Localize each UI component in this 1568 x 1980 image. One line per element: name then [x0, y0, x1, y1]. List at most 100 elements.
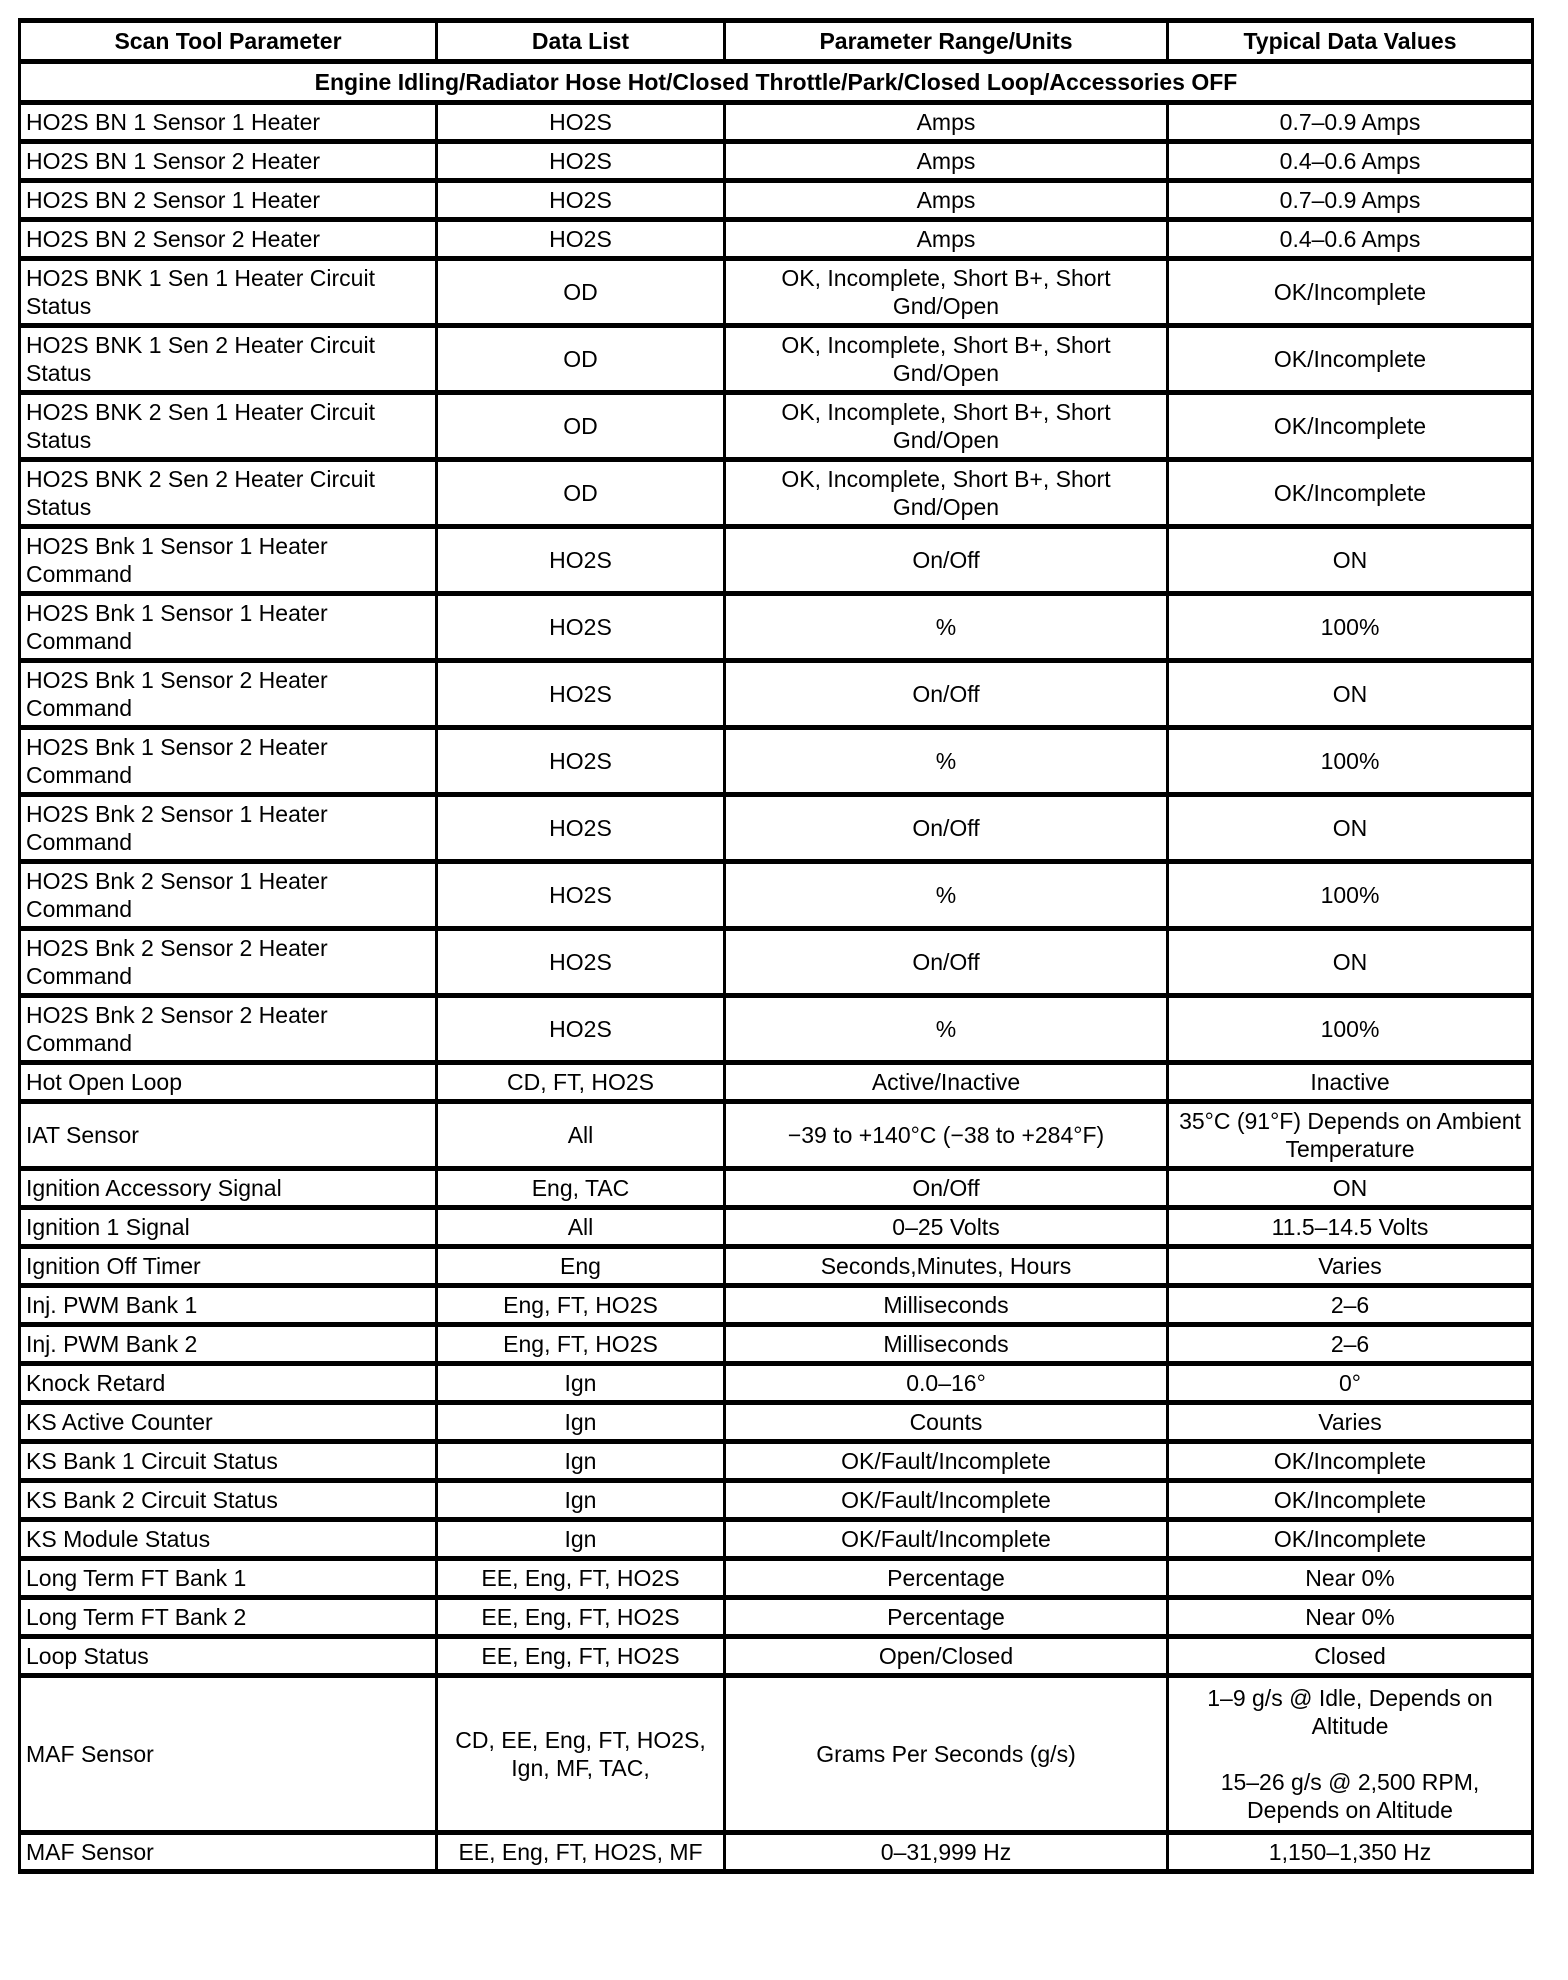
table-row: HO2S BNK 1 Sen 2 Heater Circuit Status OD… — [18, 323, 1534, 395]
table-row: KS Active Counter Ign Counts Varies — [18, 1400, 1534, 1444]
range-units-cell: Active/Inactive — [723, 1060, 1169, 1104]
parameter-cell: HO2S BN 1 Sensor 2 Heater — [18, 139, 438, 183]
data-list-cell: CD, EE, Eng, FT, HO2S, Ign, MF, TAC, — [435, 1673, 726, 1835]
data-list-cell: OD — [435, 390, 726, 462]
typical-value-cell: 35°C (91°F) Depends on Ambient Temperatu… — [1166, 1099, 1534, 1171]
typical-value-cell: Varies — [1166, 1400, 1534, 1444]
table-row: HO2S BN 1 Sensor 1 Heater HO2S Amps 0.7–0.9… — [18, 100, 1534, 144]
table-row: HO2S Bnk 1 Sensor 1 Heater Command HO2S% 1… — [18, 591, 1534, 663]
range-units-cell: % — [723, 993, 1169, 1065]
data-list-cell: HO2S — [435, 926, 726, 998]
data-list-cell: OD — [435, 457, 726, 529]
parameter-cell: HO2S Bnk 2 Sensor 1 Heater Command — [18, 792, 438, 864]
range-units-cell: On/Off — [723, 792, 1169, 864]
parameter-cell: MAF Sensor — [18, 1673, 438, 1835]
typical-value-cell: 100% — [1166, 859, 1534, 931]
range-units-cell: On/Off — [723, 658, 1169, 730]
table-row: HO2S Bnk 2 Sensor 1 Heater Command HO2S% 1… — [18, 859, 1534, 931]
typical-value-cell: ON — [1166, 524, 1534, 596]
range-units-cell: 0–31,999 Hz — [723, 1830, 1169, 1874]
typical-value-cell: OK/Incomplete — [1166, 1517, 1534, 1561]
range-units-cell: Grams Per Seconds (g/s) — [723, 1673, 1169, 1835]
table-row: Inj. PWM Bank 2 Eng, FT, HO2S Milliseconds… — [18, 1322, 1534, 1366]
data-list-cell: HO2S — [435, 217, 726, 261]
range-units-cell: OK, Incomplete, Short B+, Short Gnd/Open — [723, 323, 1169, 395]
table-row: HO2S BN 1 Sensor 2 Heater HO2S Amps 0.4–0.6… — [18, 139, 1534, 183]
range-units-cell: Counts — [723, 1400, 1169, 1444]
typical-value-cell: ON — [1166, 658, 1534, 730]
table-row: HO2S Bnk 2 Sensor 2 Heater Command HO2S On… — [18, 926, 1534, 998]
table-row: HO2S Bnk 1 Sensor 1 Heater Command HO2S On… — [18, 524, 1534, 596]
table-row: IAT Sensor All −39 to +140°C (−38 to +284°… — [18, 1099, 1534, 1171]
typical-value-cell: OK/Incomplete — [1166, 390, 1534, 462]
table-row: Knock Retard Ign 0.0–16° 0° — [18, 1361, 1534, 1405]
range-units-cell: OK, Incomplete, Short B+, Short Gnd/Open — [723, 256, 1169, 328]
parameter-cell: KS Bank 1 Circuit Status — [18, 1439, 438, 1483]
typical-value-cell: OK/Incomplete — [1166, 457, 1534, 529]
table-row: HO2S Bnk 1 Sensor 2 Heater Command HO2S% 1… — [18, 725, 1534, 797]
parameter-cell: Loop Status — [18, 1634, 438, 1678]
typical-value-cell: ON — [1166, 926, 1534, 998]
data-list-cell: HO2S — [435, 139, 726, 183]
table-row: HO2S BNK 2 Sen 2 Heater Circuit Status OD… — [18, 457, 1534, 529]
scan-tool-data-table: Scan Tool Parameter Data List Parameter … — [18, 18, 1534, 1874]
typical-value-line: 1–9 g/s @ Idle, Depends on Altitude — [1207, 1685, 1493, 1739]
parameter-cell: HO2S Bnk 2 Sensor 1 Heater Command — [18, 859, 438, 931]
table-row: KS Bank 2 Circuit Status Ign OK/Fault/Inco… — [18, 1478, 1534, 1522]
typical-value-cell: OK/Incomplete — [1166, 1439, 1534, 1483]
typical-value-cell: 0° — [1166, 1361, 1534, 1405]
table-row: HO2S Bnk 2 Sensor 2 Heater Command HO2S% 1… — [18, 993, 1534, 1065]
parameter-cell: HO2S BN 2 Sensor 1 Heater — [18, 178, 438, 222]
table-row: Long Term FT Bank 2 EE, Eng, FT, HO2S Perc… — [18, 1595, 1534, 1639]
table-row: HO2S BNK 2 Sen 1 Heater Circuit Status OD… — [18, 390, 1534, 462]
range-units-cell: Seconds,Minutes, Hours — [723, 1244, 1169, 1288]
parameter-cell: Knock Retard — [18, 1361, 438, 1405]
parameter-cell: HO2S Bnk 2 Sensor 2 Heater Command — [18, 926, 438, 998]
range-units-cell: % — [723, 725, 1169, 797]
parameter-cell: HO2S BNK 2 Sen 1 Heater Circuit Status — [18, 390, 438, 462]
range-units-cell: Milliseconds — [723, 1283, 1169, 1327]
parameter-cell: Hot Open Loop — [18, 1060, 438, 1104]
data-list-cell: Eng — [435, 1244, 726, 1288]
parameter-cell: KS Active Counter — [18, 1400, 438, 1444]
range-units-cell: Percentage — [723, 1556, 1169, 1600]
range-units-cell: OK, Incomplete, Short B+, Short Gnd/Open — [723, 390, 1169, 462]
data-list-cell: HO2S — [435, 859, 726, 931]
table-row: Ignition 1 Signal All 0–25 Volts 11.5–14.5 … — [18, 1205, 1534, 1249]
typical-value-cell: 2–6 — [1166, 1283, 1534, 1327]
parameter-cell: Inj. PWM Bank 1 — [18, 1283, 438, 1327]
table-row: HO2S Bnk 1 Sensor 2 Heater Command HO2S On… — [18, 658, 1534, 730]
data-list-cell: EE, Eng, FT, HO2S — [435, 1556, 726, 1600]
data-list-cell: CD, FT, HO2S — [435, 1060, 726, 1104]
data-list-cell: OD — [435, 323, 726, 395]
data-list-cell: OD — [435, 256, 726, 328]
range-units-cell: Amps — [723, 139, 1169, 183]
typical-value-line: 15–26 g/s @ 2,500 RPM, Depends on Altitu… — [1220, 1769, 1480, 1823]
table-row: Ignition Off Timer Eng Seconds,Minutes, Ho… — [18, 1244, 1534, 1288]
parameter-cell: HO2S BN 1 Sensor 1 Heater — [18, 100, 438, 144]
data-list-cell: Ign — [435, 1517, 726, 1561]
table-row: KS Module Status Ign OK/Fault/Incomplete OK… — [18, 1517, 1534, 1561]
table-body: Engine Idling/Radiator Hose Hot/Closed T… — [18, 59, 1534, 1874]
table-row: MAF Sensor EE, Eng, FT, HO2S, MF 0–31,999 … — [18, 1830, 1534, 1874]
parameter-cell: HO2S Bnk 1 Sensor 2 Heater Command — [18, 658, 438, 730]
table-row: HO2S BN 2 Sensor 2 Heater HO2S Amps 0.4–0.6… — [18, 217, 1534, 261]
data-list-cell: HO2S — [435, 725, 726, 797]
data-list-cell: Eng, TAC — [435, 1166, 726, 1210]
header-parameter-range-units: Parameter Range/Units — [723, 18, 1169, 64]
typical-value-cell: ON — [1166, 792, 1534, 864]
range-units-cell: Milliseconds — [723, 1322, 1169, 1366]
data-list-cell: Ign — [435, 1478, 726, 1522]
range-units-cell: On/Off — [723, 524, 1169, 596]
range-units-cell: −39 to +140°C (−38 to +284°F) — [723, 1099, 1169, 1171]
data-list-cell: HO2S — [435, 100, 726, 144]
range-units-cell: On/Off — [723, 1166, 1169, 1210]
parameter-cell: Ignition Accessory Signal — [18, 1166, 438, 1210]
parameter-cell: Inj. PWM Bank 2 — [18, 1322, 438, 1366]
parameter-cell: Long Term FT Bank 1 — [18, 1556, 438, 1600]
parameter-cell: Ignition 1 Signal — [18, 1205, 438, 1249]
typical-value-cell: 1,150–1,350 Hz — [1166, 1830, 1534, 1874]
typical-value-cell: OK/Incomplete — [1166, 1478, 1534, 1522]
typical-value-cell: Closed — [1166, 1634, 1534, 1678]
range-units-cell: OK/Fault/Incomplete — [723, 1439, 1169, 1483]
